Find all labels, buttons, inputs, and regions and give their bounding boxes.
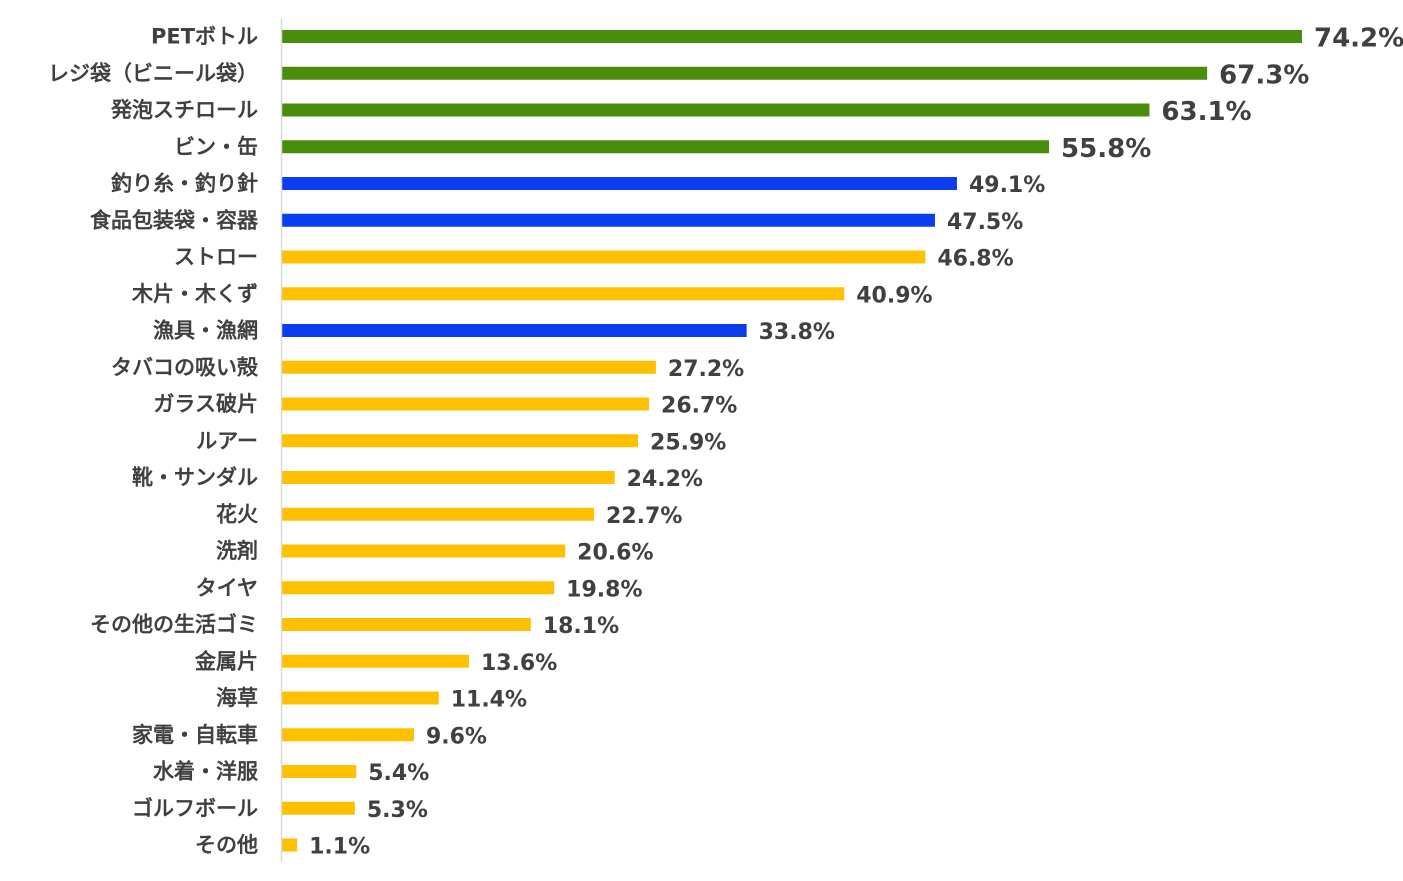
category-label: 発泡スチロール [110, 98, 258, 122]
data-label: 63.1% [1161, 97, 1251, 127]
bar [282, 801, 355, 815]
category-label: 靴・サンダル [132, 466, 258, 490]
category-label: レジ袋（ビニール袋） [48, 61, 258, 85]
category-label: 水着・洋服 [153, 760, 259, 784]
category-label: 木片・木くず [131, 282, 258, 306]
data-label: 67.3% [1219, 60, 1309, 90]
category-label: 家電・自転車 [132, 723, 258, 747]
data-label: 40.9% [856, 283, 932, 308]
category-label: タイヤ [196, 576, 258, 600]
bars [282, 30, 1302, 852]
data-label: 25.9% [650, 430, 726, 455]
bar [282, 507, 595, 521]
bar [282, 360, 656, 374]
category-label: 漁具・漁網 [153, 319, 258, 343]
bar [282, 213, 935, 227]
bar [282, 177, 957, 190]
bar [282, 66, 1208, 80]
category-label: PETボトル [151, 25, 258, 49]
data-label: 74.2% [1314, 24, 1403, 54]
bar [282, 691, 439, 705]
bar [282, 287, 845, 301]
data-label: 47.5% [947, 210, 1023, 235]
data-label: 11.4% [451, 688, 527, 713]
data-label: 13.6% [481, 651, 557, 676]
bar [282, 250, 926, 264]
category-label: 海草 [216, 686, 258, 710]
bar [282, 140, 1050, 154]
category-label: 金属片 [194, 649, 258, 673]
data-label: 24.2% [627, 467, 703, 492]
data-label: 33.8% [759, 320, 835, 345]
category-label: ガラス破片 [153, 392, 258, 416]
value-labels: 74.2%67.3% 63.1% 55.8% 49.1% 47.5% 46.8%40.9%… [309, 24, 1403, 860]
bar [282, 728, 414, 742]
bar [282, 397, 650, 411]
data-label: 27.2% [668, 357, 744, 382]
bar [282, 581, 555, 595]
category-label: ゴルフボール [132, 796, 258, 820]
category-label: ルアー [196, 429, 258, 453]
bar [282, 103, 1150, 117]
data-label: 22.7% [606, 504, 682, 529]
data-label: 18.1% [543, 614, 619, 639]
category-label: 洗剤 [216, 539, 258, 563]
category-label: 花火 [216, 502, 258, 526]
category-label: タバコの吸い殻 [111, 355, 259, 379]
data-label: 46.8% [937, 247, 1013, 272]
bar [282, 434, 639, 448]
data-label: 5.4% [368, 761, 429, 786]
bar [282, 765, 357, 778]
category-label: ビン・缶 [174, 135, 258, 159]
category-label: その他の生活ゴミ [90, 613, 258, 637]
bar [282, 471, 615, 484]
category-label: ストロー [174, 245, 258, 269]
data-label: 20.6% [577, 541, 653, 566]
bar [282, 544, 566, 558]
bar [282, 324, 747, 337]
bar [282, 838, 298, 852]
bar [282, 654, 469, 668]
bar [282, 618, 531, 631]
data-label: 5.3% [367, 798, 428, 823]
data-label: 55.8% [1061, 134, 1151, 164]
bar [282, 30, 1302, 43]
category-label: 食品包装袋・容器 [90, 208, 259, 232]
data-label: 1.1% [309, 835, 370, 860]
data-label: 49.1% [969, 173, 1045, 198]
data-label: 26.7% [661, 394, 737, 419]
data-label: 19.8% [566, 577, 642, 602]
data-label: 9.6% [426, 724, 487, 749]
category-label: その他 [195, 833, 258, 857]
category-label: 釣り糸・釣り針 [111, 172, 258, 196]
